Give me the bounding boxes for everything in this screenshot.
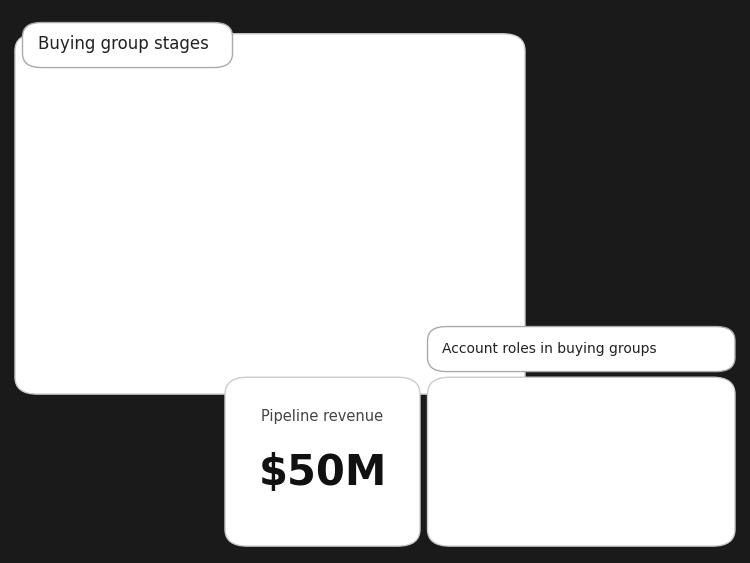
Text: 42.6%: 42.6% bbox=[347, 244, 386, 257]
Bar bbox=[255, 124, 308, 363]
Wedge shape bbox=[493, 413, 556, 518]
Text: 500: 500 bbox=[481, 452, 524, 472]
Wedge shape bbox=[448, 414, 497, 506]
Bar bbox=[426, 124, 478, 363]
Text: 66.2%: 66.2% bbox=[262, 187, 301, 200]
Text: $50M: $50M bbox=[258, 452, 387, 494]
Bar bbox=[84, 124, 136, 363]
Text: 76%: 76% bbox=[182, 164, 210, 177]
Text: 100%: 100% bbox=[92, 107, 128, 120]
Text: 21.3%: 21.3% bbox=[433, 294, 472, 307]
Text: Account roles in buying groups: Account roles in buying groups bbox=[442, 342, 657, 356]
Text: Buying group stages: Buying group stages bbox=[38, 35, 209, 53]
Text: Accounts: Accounts bbox=[474, 476, 531, 489]
Bar bbox=[170, 124, 222, 363]
Bar bbox=[255, 205, 308, 363]
Text: Investment officer: Investment officer bbox=[610, 417, 725, 430]
Wedge shape bbox=[465, 490, 522, 521]
Text: Pipeline revenue: Pipeline revenue bbox=[262, 409, 383, 424]
Bar bbox=[340, 261, 393, 363]
Text: Fund manager: Fund manager bbox=[610, 464, 701, 477]
Bar bbox=[84, 124, 136, 363]
Bar bbox=[170, 182, 222, 363]
Bar bbox=[426, 312, 478, 363]
Bar bbox=[340, 124, 393, 363]
Text: Analyst: Analyst bbox=[610, 511, 657, 524]
